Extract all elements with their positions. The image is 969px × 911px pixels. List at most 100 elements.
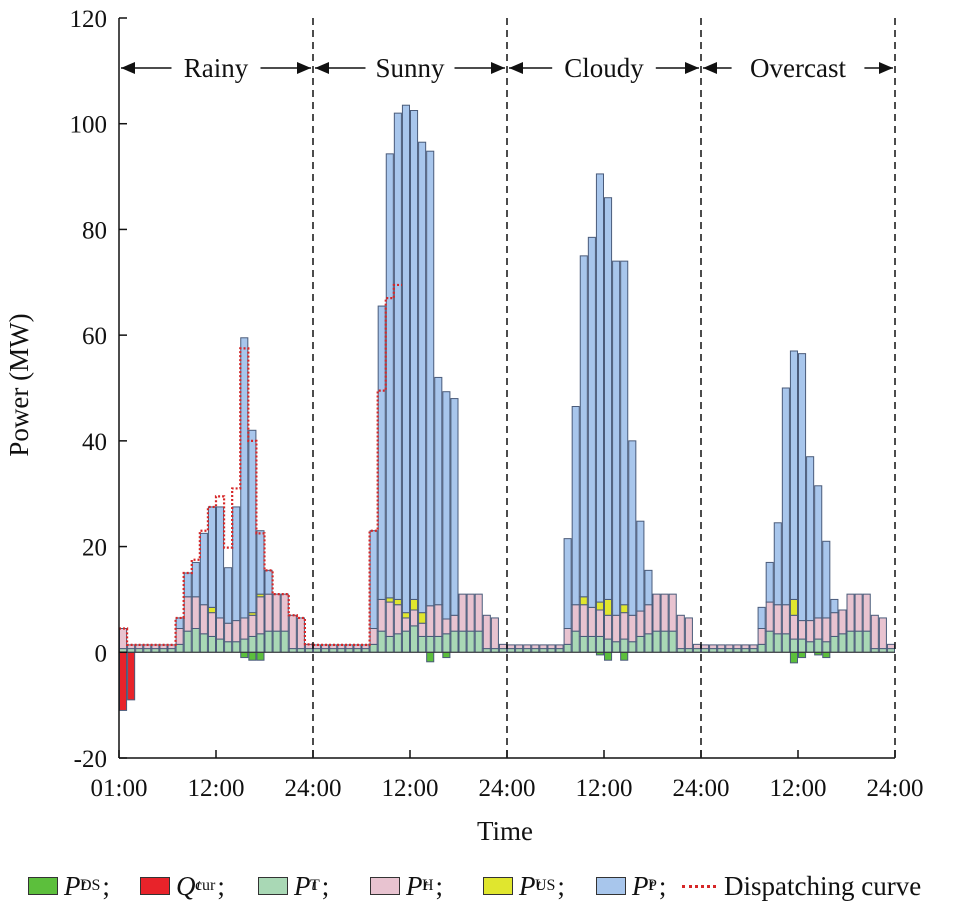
bar-ph: [789, 614, 799, 640]
bar-ph: [296, 617, 305, 650]
bar-pds: [426, 651, 435, 663]
bar-pt: [741, 648, 750, 653]
bar-ph: [733, 644, 742, 650]
bar-pt: [709, 648, 718, 653]
y-tick-label: 120: [70, 6, 108, 33]
bar-pt: [199, 633, 208, 653]
x-tick-label: 24:00: [673, 775, 730, 802]
bar-pp: [199, 532, 208, 606]
bar-ph: [668, 593, 677, 632]
legend-superscript: t: [649, 877, 654, 894]
x-tick-label: 24:00: [867, 775, 924, 802]
y-tick-label: -20: [74, 746, 107, 773]
bar-pt: [579, 635, 588, 653]
bar-pp: [207, 506, 217, 608]
bar-pt: [749, 648, 758, 653]
bar-pp: [401, 104, 410, 614]
bar-pus: [385, 597, 394, 603]
bar-pt: [547, 648, 556, 653]
bar-pp: [450, 398, 459, 616]
bar-pp: [798, 353, 807, 622]
bar-pt: [426, 635, 435, 653]
bar-pt: [571, 630, 580, 653]
bar-ph: [288, 614, 297, 650]
bar-ph: [426, 605, 435, 637]
arrowhead-left: [121, 62, 135, 74]
bar-pt: [135, 648, 144, 653]
bar-ph: [725, 644, 734, 650]
legend-swatch: [483, 877, 513, 895]
bar-pt: [676, 648, 685, 653]
bar-ph: [248, 614, 257, 637]
bar-ph: [418, 622, 427, 637]
arrowhead-right: [297, 62, 311, 74]
bar-pds: [798, 651, 807, 659]
bar-pp: [377, 305, 386, 600]
legend-item-dispatching-curve: Dispatching curve: [682, 866, 921, 906]
bar-ph: [498, 643, 507, 650]
bar-ph: [539, 644, 548, 650]
legend-subscript: US: [534, 877, 556, 894]
bar-ph: [854, 593, 863, 632]
bar-pt: [167, 648, 176, 653]
bar-pt: [191, 628, 200, 653]
bar-ph: [692, 643, 702, 650]
period-label-sunny: Sunny: [375, 53, 445, 83]
bar-pp: [628, 440, 637, 616]
legend-symbol: P: [632, 870, 649, 901]
bar-pt: [183, 630, 192, 653]
bar-pp: [256, 530, 265, 595]
bar-pt: [789, 638, 799, 653]
legend-symbol: P: [519, 870, 536, 901]
bar-ph: [644, 604, 653, 635]
bar-ph: [547, 644, 556, 650]
legend-superscript: t: [311, 877, 316, 894]
bar-pt: [240, 638, 249, 653]
legend-swatch: [28, 877, 58, 895]
bar-pp: [636, 520, 645, 612]
bar-pp: [781, 387, 790, 606]
bar-ph: [571, 604, 580, 632]
x-tick-label: 01:00: [91, 775, 148, 802]
bar-pt: [458, 630, 467, 653]
bar-pds: [789, 651, 799, 664]
bar-ph: [199, 604, 208, 635]
bar-pt: [353, 648, 362, 653]
bar-pt: [765, 630, 774, 653]
bar-pds: [604, 651, 613, 661]
bar-pt: [434, 635, 443, 653]
bar-ph: [183, 596, 192, 632]
bar-ph: [280, 593, 289, 632]
legend-swatch: [596, 877, 626, 895]
bar-pds: [256, 651, 265, 661]
bar-ph: [798, 620, 807, 640]
arrowhead-right: [491, 62, 505, 74]
bar-pp: [822, 540, 831, 619]
bar-pus: [579, 596, 588, 606]
bar-pt: [701, 648, 710, 653]
legend-swatch: [258, 877, 288, 895]
bar-ph: [523, 644, 532, 650]
bar-pp: [765, 561, 774, 603]
bar-ph: [531, 644, 540, 650]
legend-symbol: P: [64, 870, 81, 901]
bar-pt: [822, 641, 831, 653]
bar-ph: [781, 604, 790, 635]
bar-pt: [232, 641, 241, 653]
x-tick-label: 12:00: [382, 775, 439, 802]
bar-pt: [668, 630, 677, 653]
bar-ph: [482, 614, 491, 650]
legend-subscript: H: [421, 877, 434, 894]
arrowhead-left: [509, 62, 523, 74]
period-label-rainy: Rainy: [184, 53, 249, 83]
bar-pt: [612, 641, 621, 653]
arrowhead-right: [879, 62, 893, 74]
bar-ph: [434, 604, 443, 637]
bar-ph: [652, 593, 661, 632]
bar-ph: [563, 628, 572, 645]
legend-curve-label: Dispatching curve: [724, 870, 922, 901]
bar-pt: [216, 638, 225, 653]
bar-pp: [393, 112, 402, 600]
bar-ph: [587, 606, 596, 637]
